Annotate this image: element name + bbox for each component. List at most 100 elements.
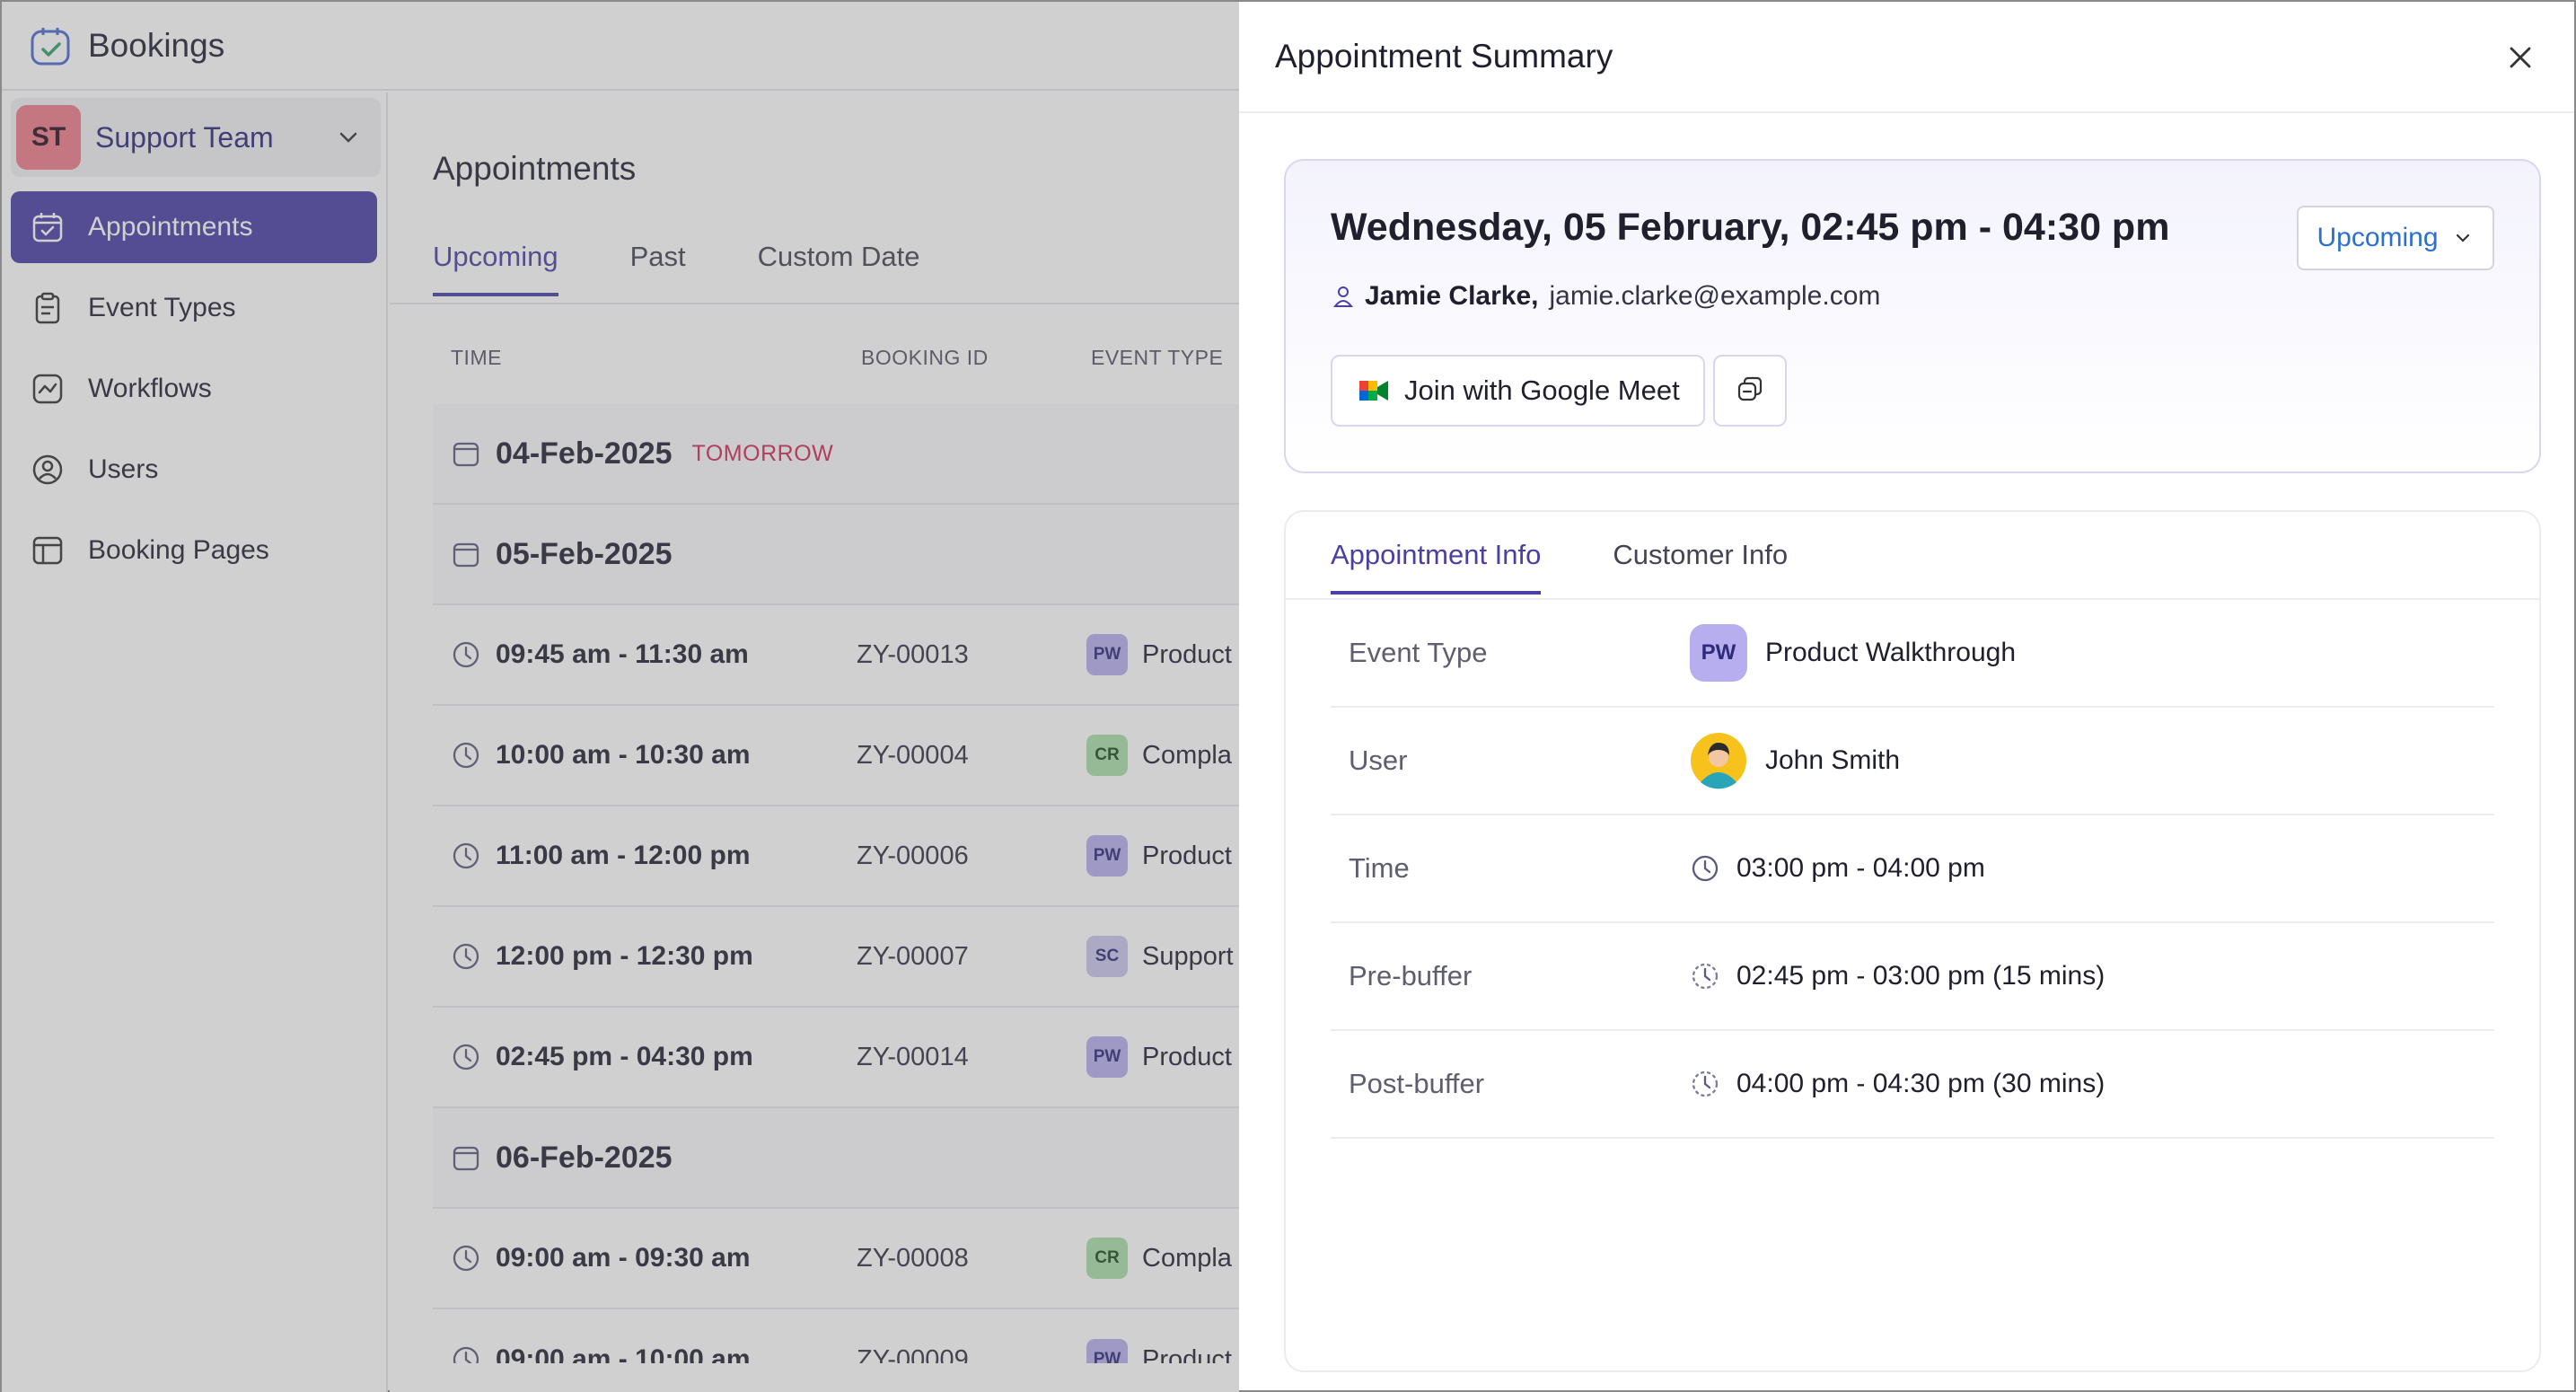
buffer-clock-icon [1692,1070,1719,1097]
page-title: Appointments [433,150,637,187]
app-header: Bookings [2,2,1241,91]
event-badge: PW [1086,835,1128,877]
sidebar-item-label: Users [88,454,159,484]
appointments-tabs: Upcoming Past Custom Date [433,241,992,296]
user-circle-icon [32,454,63,485]
buffer-clock-icon [1692,963,1719,990]
customer-name: Jamie Clarke, [1365,281,1539,311]
customer-email: jamie.clarke@example.com [1549,281,1881,311]
join-meet-label: Join with Google Meet [1404,374,1680,406]
event-type-cell: PW Product [1086,835,1232,877]
event-name: Product [1142,639,1232,669]
tab-appointment-info[interactable]: Appointment Info [1331,539,1542,595]
sidebar-item-booking-pages[interactable]: Booking Pages [11,515,377,586]
tab-past[interactable]: Past [629,241,686,272]
info-value: 02:45 pm - 03:00 pm (15 mins) [1690,961,2105,991]
booking-id: ZY-00004 [857,740,969,770]
appointment-row[interactable]: 09:45 am - 11:30 am ZY-00013 PW Product [433,605,1243,706]
info-row-user: User John Smith [1331,708,2494,815]
event-name: Product [1142,841,1232,870]
date-label: 04-Feb-2025 [496,436,673,471]
appointment-summary-panel: Appointment Summary Wednesday, 05 Februa… [1239,0,2576,1392]
person-icon [1332,286,1354,307]
event-type-cell: PW Product [1086,634,1232,675]
clock-icon [453,1346,479,1363]
clipboard-icon [35,292,60,324]
info-value: John Smith [1690,732,1900,789]
booking-id: ZY-00014 [857,1042,969,1071]
sidebar-item-workflows[interactable]: Workflows [11,353,377,425]
info-value: PW Product Walkthrough [1690,624,2016,682]
workflow-icon [32,374,63,404]
appointment-row[interactable]: 09:00 am - 10:00 am ZY-00009 PW Product [433,1309,1243,1363]
clock-icon [1692,855,1719,882]
appointment-info-card: Appointment Info Customer Info Event Typ… [1284,510,2541,1372]
clock-icon [453,1245,479,1272]
sidebar: ST Support Team Appointments [2,93,388,1392]
tomorrow-badge: TOMORROW [691,440,834,466]
event-type-cell: PW Product [1086,1339,1232,1363]
date-group-row: 06-Feb-2025 [433,1108,1243,1209]
status-dropdown[interactable]: Upcoming [2297,206,2494,270]
calendar-check-icon [32,213,63,242]
appointments-main: Appointments Upcoming Past Custom Date T… [390,93,1243,1392]
event-name: Compla [1142,1243,1232,1273]
appointment-datetime: Wednesday, 05 February, 02:45 pm - 04:30… [1331,206,2170,249]
sidebar-item-appointments[interactable]: Appointments [11,191,377,263]
event-type-cell: CR Compla [1086,1238,1232,1279]
avatar [1691,733,1746,789]
time-value: 03:00 pm - 04:00 pm [1736,853,1985,883]
event-name: Product [1142,1042,1232,1071]
date-group-row: 04-Feb-2025 TOMORROW [433,404,1243,505]
info-value: 03:00 pm - 04:00 pm [1690,853,1985,884]
event-badge: CR [1086,735,1128,776]
appointment-row[interactable]: 10:00 am - 10:30 am ZY-00004 CR Compla [433,706,1243,806]
appointment-row[interactable]: 02:45 pm - 04:30 pm ZY-00014 PW Product [433,1008,1243,1108]
tabs-divider [390,303,1243,304]
appointment-time: 09:00 am - 09:30 am [496,1243,751,1273]
sidebar-item-event-types[interactable]: Event Types [11,272,377,344]
event-badge: PW [1086,1339,1128,1363]
clock-icon [453,641,479,668]
tab-customer-info[interactable]: Customer Info [1613,539,1789,570]
event-badge: SC [1086,936,1128,977]
appointment-row[interactable]: 12:00 pm - 12:30 pm ZY-00007 SC Support [433,907,1243,1008]
tab-upcoming[interactable]: Upcoming [433,241,558,296]
info-tabs-divider [1286,598,2539,600]
copy-icon [1737,376,1763,401]
calendar-icon [453,442,479,467]
panel-title: Appointment Summary [1275,38,1613,75]
user-name: John Smith [1765,745,1901,775]
tab-custom-date[interactable]: Custom Date [757,241,920,272]
sidebar-item-users[interactable]: Users [11,434,377,506]
appointments-list: 04-Feb-2025 TOMORROW 05-Feb-2025 09:45 a… [433,404,1243,1363]
column-header-event-type: EVENT TYPE [1091,346,1224,369]
close-icon[interactable] [2502,40,2538,75]
info-label: Post-buffer [1349,1068,1485,1099]
copy-link-button[interactable] [1713,355,1787,427]
appointment-info-list: Event Type PW Product Walkthrough User J… [1331,600,2494,1139]
appointment-time: 02:45 pm - 04:30 pm [496,1042,753,1071]
pre-buffer-value: 02:45 pm - 03:00 pm (15 mins) [1736,961,2106,991]
booking-id: ZY-00008 [857,1243,969,1273]
date-label: 05-Feb-2025 [496,536,673,571]
appointment-time: 09:45 am - 11:30 am [496,639,749,669]
app-title: Bookings [88,26,225,64]
info-row-time: Time 03:00 pm - 04:00 pm [1331,815,2494,923]
event-name: Support [1142,941,1234,971]
team-selector[interactable]: ST Support Team [11,98,381,177]
info-row-post-buffer: Post-buffer 04:00 pm - 04:30 pm (30 mins… [1331,1031,2494,1139]
panel-header: Appointment Summary [1239,2,2574,113]
info-tabs: Appointment Info Customer Info [1331,539,1859,595]
event-badge: CR [1086,1238,1128,1279]
sidebar-nav: Appointments Event Types Workflows [11,191,377,595]
info-label: Pre-buffer [1349,960,1473,991]
appointment-row[interactable]: 11:00 am - 12:00 pm ZY-00006 PW Product [433,806,1243,907]
modal-backdrop[interactable] [2,2,1241,1392]
event-badge: PW [1086,634,1128,675]
post-buffer-value: 04:00 pm - 04:30 pm (30 mins) [1736,1069,2106,1098]
appointment-row[interactable]: 09:00 am - 09:30 am ZY-00008 CR Compla [433,1209,1243,1309]
event-type-cell: CR Compla [1086,735,1232,776]
appointment-time: 09:00 am - 10:00 am [496,1344,751,1363]
join-google-meet-button[interactable]: Join with Google Meet [1331,355,1705,427]
